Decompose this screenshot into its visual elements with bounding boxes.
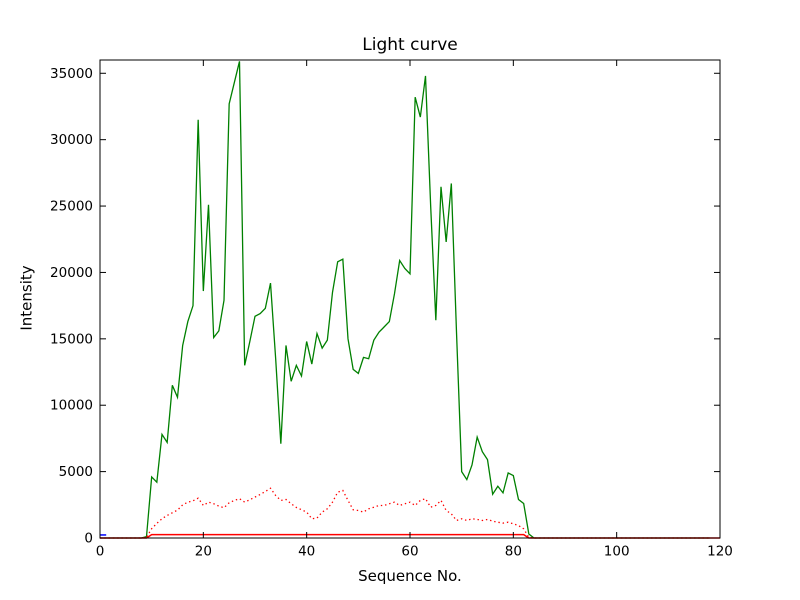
x-tick-label: 40 [298,544,315,560]
x-tick-label: 120 [707,544,733,560]
y-tick-label: 30000 [50,132,93,148]
series-main-light-curve [100,61,710,539]
y-tick-label: 5000 [59,464,93,480]
y-tick-label: 10000 [50,398,93,414]
x-tick-label: 100 [604,544,630,560]
x-axis-label: Sequence No. [358,567,462,585]
y-tick-label: 35000 [50,66,93,82]
y-tick-label: 0 [84,531,93,547]
x-tick-label: 20 [195,544,212,560]
series-dotted-light-curve [100,487,710,539]
y-tick-label: 15000 [50,331,93,347]
y-tick-label: 25000 [50,199,93,215]
x-tick-label: 60 [401,544,418,560]
chart-title: Light curve [362,35,458,55]
y-tick-label: 20000 [50,265,93,281]
y-axis-label-text: Intensity [17,265,36,331]
x-tick-label: 0 [96,544,105,560]
x-tick-label: 80 [505,544,522,560]
